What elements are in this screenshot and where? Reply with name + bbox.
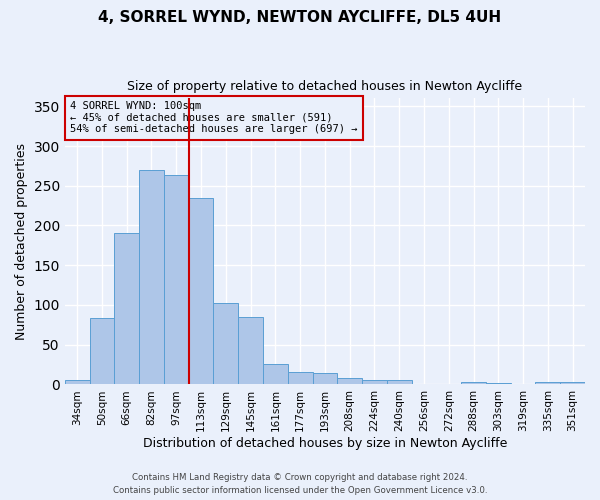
Text: Contains HM Land Registry data © Crown copyright and database right 2024.
Contai: Contains HM Land Registry data © Crown c… bbox=[113, 474, 487, 495]
Title: Size of property relative to detached houses in Newton Aycliffe: Size of property relative to detached ho… bbox=[127, 80, 523, 93]
Bar bbox=[288, 372, 313, 384]
Bar bbox=[139, 170, 164, 384]
Bar bbox=[560, 382, 585, 384]
Bar bbox=[238, 317, 263, 384]
Bar bbox=[337, 378, 362, 384]
Bar bbox=[164, 176, 188, 384]
Bar bbox=[387, 380, 412, 384]
Bar bbox=[263, 364, 288, 384]
Bar bbox=[535, 382, 560, 384]
Bar bbox=[188, 198, 214, 384]
Bar bbox=[313, 372, 337, 384]
Y-axis label: Number of detached properties: Number of detached properties bbox=[15, 143, 28, 340]
Text: 4 SORREL WYND: 100sqm
← 45% of detached houses are smaller (591)
54% of semi-det: 4 SORREL WYND: 100sqm ← 45% of detached … bbox=[70, 101, 358, 134]
Bar bbox=[115, 234, 139, 384]
Bar bbox=[362, 380, 387, 384]
Text: 4, SORREL WYND, NEWTON AYCLIFFE, DL5 4UH: 4, SORREL WYND, NEWTON AYCLIFFE, DL5 4UH bbox=[98, 10, 502, 25]
Bar bbox=[214, 302, 238, 384]
Bar bbox=[65, 380, 89, 384]
Bar bbox=[461, 382, 486, 384]
Bar bbox=[486, 383, 511, 384]
X-axis label: Distribution of detached houses by size in Newton Aycliffe: Distribution of detached houses by size … bbox=[143, 437, 507, 450]
Bar bbox=[89, 318, 115, 384]
